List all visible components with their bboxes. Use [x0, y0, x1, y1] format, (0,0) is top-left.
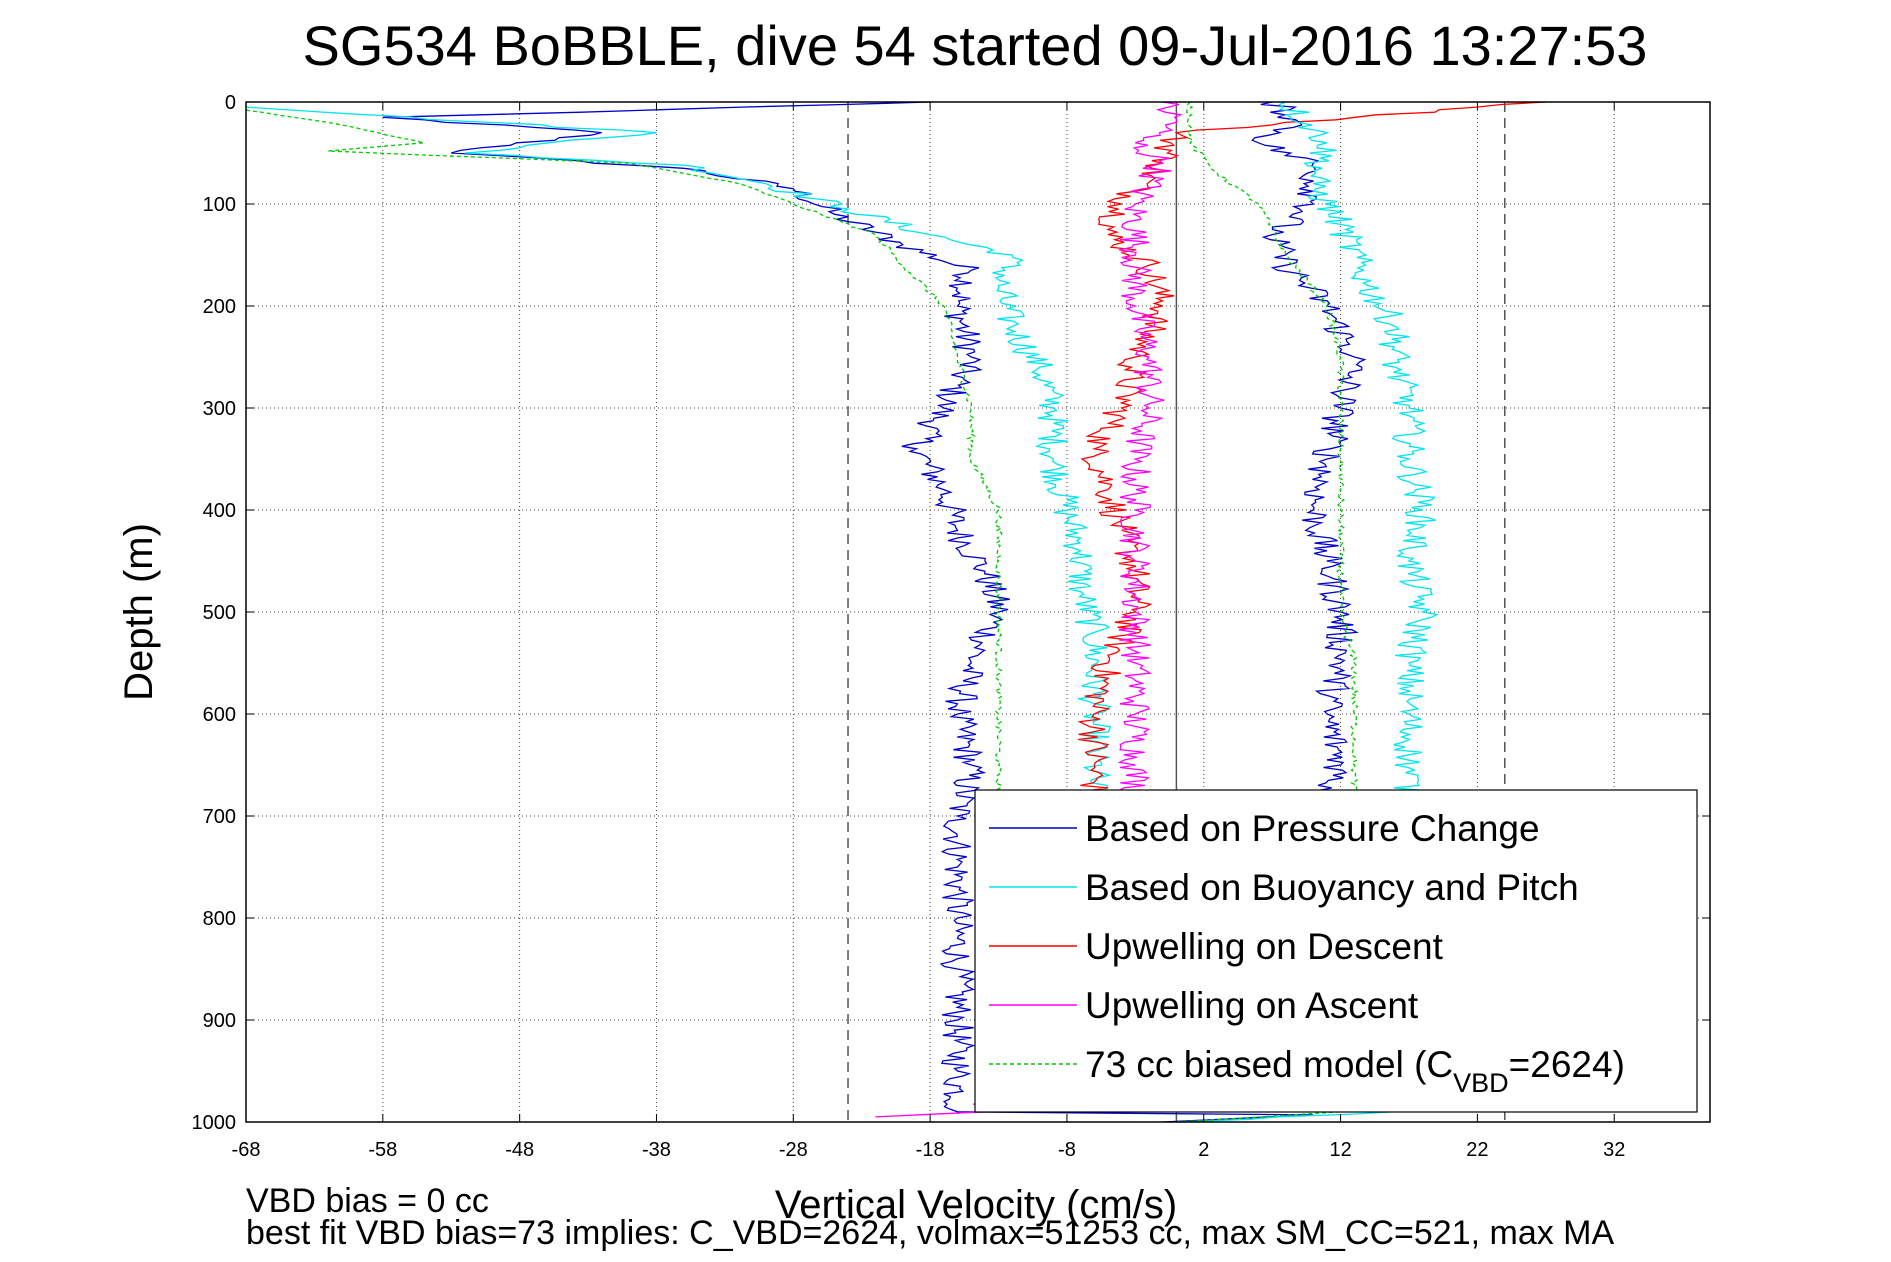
x-axis-label: Vertical Velocity (cm/s)	[775, 1183, 1177, 1227]
y-tick-label: 200	[203, 296, 236, 318]
x-tick-label: -68	[232, 1139, 261, 1161]
y-axis-label: Depth (m)	[117, 523, 161, 701]
y-tick-label: 100	[203, 194, 236, 216]
y-tick-label: 600	[203, 704, 236, 726]
x-tick-label: 2	[1198, 1139, 1209, 1161]
chart-title: SG534 BoBBLE, dive 54 started 09-Jul-201…	[303, 14, 1648, 77]
series-line-0	[382, 101, 1314, 1123]
x-tick-label: -48	[505, 1139, 534, 1161]
legend-label-1: Based on Buoyancy and Pitch	[1085, 867, 1579, 908]
x-axis-ticks: -68 -58 -48 -38 -28 -18 -8 2 12 22 32	[232, 102, 1625, 1161]
x-tick-label: 22	[1466, 1139, 1488, 1161]
y-tick-label: 800	[203, 908, 236, 930]
series-line-2	[1077, 101, 1546, 797]
footer-line-1: VBD bias = 0 cc	[246, 1182, 489, 1220]
legend: Based on Pressure Change Based on Buoyanc…	[974, 789, 1698, 1113]
y-tick-label: 500	[203, 602, 236, 624]
y-tick-label: 0	[225, 92, 236, 114]
y-tick-label: 400	[203, 500, 236, 522]
y-tick-label: 300	[203, 398, 236, 420]
y-tick-label: 1000	[192, 1112, 237, 1134]
y-axis-ticks: 0 100 200 300 400 500 600 700 800 900 1000	[192, 92, 1710, 1134]
x-tick-label: -38	[642, 1139, 671, 1161]
x-tick-label: -8	[1058, 1139, 1076, 1161]
legend-label-3: Upwelling on Ascent	[1085, 985, 1419, 1026]
footer-line-2: best fit VBD bias=73 implies: C_VBD=2624…	[246, 1214, 1615, 1252]
y-tick-label: 700	[203, 806, 236, 828]
legend-label-2: Upwelling on Descent	[1085, 926, 1444, 967]
x-tick-label: -18	[916, 1139, 945, 1161]
legend-label-0: Based on Pressure Change	[1085, 808, 1540, 849]
x-tick-label: 12	[1329, 1139, 1351, 1161]
y-tick-label: 900	[203, 1010, 236, 1032]
x-tick-label: -58	[368, 1139, 397, 1161]
legend-box	[974, 789, 1698, 1113]
series-line-5	[1251, 101, 1367, 796]
x-tick-label: 32	[1603, 1139, 1625, 1161]
series-line-6	[1278, 101, 1439, 797]
x-tick-label: -28	[779, 1139, 808, 1161]
series-line-7	[1185, 101, 1359, 796]
